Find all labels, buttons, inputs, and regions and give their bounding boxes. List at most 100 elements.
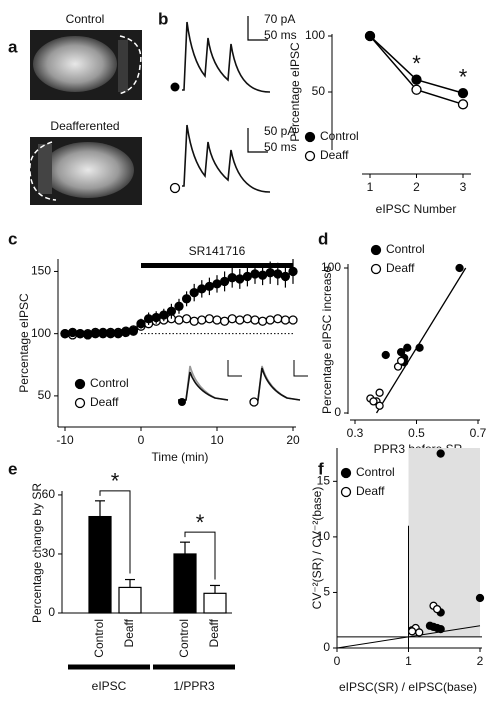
scale-bar [293,360,308,377]
marker [159,310,169,320]
legend-marker [249,397,259,407]
marker [67,327,78,338]
panel-label: a [8,37,18,56]
x-tick-label: Deaff [207,618,221,647]
marker [273,314,283,324]
reference-line [336,625,481,649]
y-tick-label: 50 [312,84,326,98]
marker [288,266,298,277]
marker [273,269,283,279]
legend-label: Deaff [320,148,349,162]
x-tick-label: -10 [56,433,74,447]
y-tick-label: 10 [317,529,331,543]
scale-label: 70 pA [264,12,295,26]
marker [60,329,70,339]
legend-marker [169,182,181,194]
y-axis-label: Percentage eIPSC [288,42,302,142]
marker [204,281,215,292]
x-tick-label: 0.7 [470,426,487,440]
marker [75,329,85,339]
legend-marker [340,467,352,479]
legend-label: Deaff [90,395,119,409]
marker [83,330,93,340]
marker [429,622,438,632]
legend-marker [304,131,316,143]
legend-marker [370,244,382,256]
marker [257,316,268,326]
marker [235,315,245,325]
x-axis-label: Time (min) [152,450,209,464]
marker [369,397,378,406]
marker [415,628,424,637]
marker [457,99,469,110]
marker [98,327,108,338]
x-tick-label: Control [92,619,106,658]
marker [227,314,237,324]
marker [411,74,422,85]
marker [396,356,406,365]
legend-marker [170,82,180,92]
annotation: * [412,51,421,76]
scale-label: 50 ms [264,28,297,42]
marker [280,271,291,282]
significance-bracket [184,531,216,580]
marker [432,604,442,614]
y-tick-label: 30 [42,546,56,560]
y-tick-label: 150 [31,264,51,278]
x-tick-label: 0.5 [408,426,425,440]
y-tick-label: 100 [321,260,341,274]
image-label: Control [66,12,105,26]
annotation: * [459,64,468,89]
scale-bar [227,360,242,377]
marker [219,316,230,326]
trace [182,21,271,193]
marker [189,287,199,298]
marker [455,263,464,273]
bar [88,515,112,614]
legend-marker [178,398,186,406]
marker [288,315,298,325]
marker [227,273,237,283]
y-tick-label: 60 [42,487,56,501]
marker [181,294,192,304]
marker [403,343,412,352]
x-tick-label: 10 [210,433,224,447]
micrograph [29,137,142,205]
marker [174,301,184,311]
inset-trace [178,365,301,401]
marker [381,350,390,360]
marker [166,306,177,316]
legend-marker [74,397,86,409]
marker [457,87,469,99]
marker [113,329,123,339]
marker [415,343,424,352]
marker [128,326,139,336]
treatment-label: SR141716 [189,244,246,258]
marker [411,84,422,95]
legend-marker [370,263,382,275]
marker [407,627,417,636]
legend-label: Control [90,376,129,390]
legend-marker [340,486,352,498]
legend-label: Control [356,465,395,479]
y-tick-label: 100 [31,326,51,340]
bar [118,586,142,614]
x-tick-label: 1 [405,654,412,668]
marker [212,279,222,289]
legend-label: Deaff [356,484,385,498]
marker [250,315,260,325]
y-axis-label: CV⁻²(SR) / CV⁻²(base) [310,487,324,610]
x-tick-label: 3 [460,180,467,194]
panel-label: f [318,459,324,478]
scale-label: 50 ms [264,140,297,154]
marker [242,314,253,324]
bar [173,553,197,614]
panel-label: d [318,229,328,248]
shaded-region [408,448,480,637]
y-axis-label: Percentage change by SR [30,483,44,623]
y-axis-label: Percentage eIPSC [17,293,31,393]
marker [265,315,275,325]
panel-label: b [158,9,168,28]
marker [197,315,207,325]
